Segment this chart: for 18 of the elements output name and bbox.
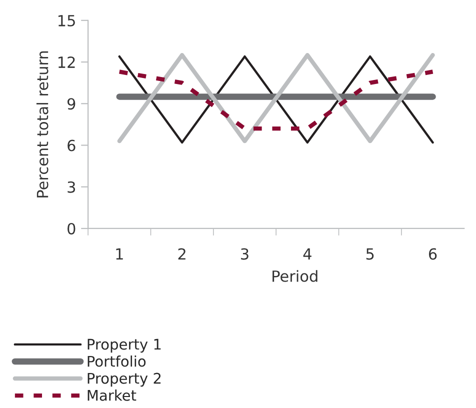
y-tick-label: 6 (68, 140, 76, 152)
y-tick-label: 15 (58, 15, 75, 26)
x-tick-label: 1 (116, 248, 123, 260)
y-tick-label: 3 (68, 181, 76, 193)
y-tick-label: 12 (58, 56, 75, 68)
x-tick-label: 2 (178, 248, 186, 260)
x-axis-title: Period (272, 270, 318, 282)
legend-label: Portfolio (88, 356, 146, 367)
y-axis-title: Percent total return (36, 51, 48, 198)
x-tick-label: 6 (428, 248, 437, 260)
x-tick-label: 4 (303, 248, 312, 260)
legend-label: Market (88, 390, 136, 401)
legend-label: Property 1 (88, 338, 161, 353)
x-tick-label: 5 (366, 248, 374, 260)
x-tick-label: 3 (241, 248, 248, 260)
legend-label: Property 2 (88, 372, 161, 387)
y-tick-label: 0 (68, 222, 76, 234)
y-tick-label: 9 (67, 98, 76, 110)
